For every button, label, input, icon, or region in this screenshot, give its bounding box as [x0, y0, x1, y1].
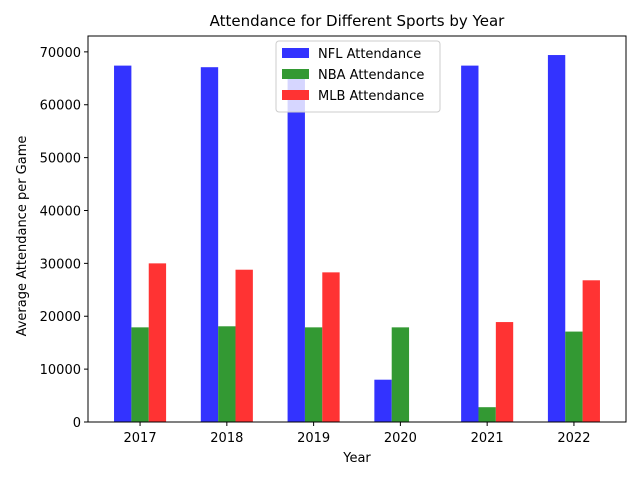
bar-nba-attendance-2018 — [218, 326, 236, 422]
legend-label: NFL Attendance — [318, 47, 421, 62]
y-tick-label: 10000 — [40, 363, 81, 378]
bar-nba-attendance-2019 — [304, 327, 323, 422]
bar-nfl-attendance-2017 — [114, 65, 132, 422]
x-ticks-group: 2017 2018 2019 2020 2021 2022 — [124, 422, 590, 446]
axes-group — [87, 35, 627, 423]
bar-nba-attendance-2021 — [478, 407, 496, 422]
legend-label: MLB Attendance — [318, 89, 424, 104]
x-axis-label: Year — [342, 451, 371, 466]
x-tick-label: 2020 — [384, 431, 417, 446]
plot-frame — [87, 35, 627, 423]
bar-nba-attendance-2017 — [131, 327, 149, 422]
bar-mlb-attendance-2017 — [148, 263, 167, 422]
bar-nfl-attendance-2021 — [461, 65, 479, 422]
bar-mlb-attendance-2019 — [322, 272, 340, 422]
bars-group — [114, 55, 600, 423]
y-tick-label: 70000 — [40, 46, 81, 61]
x-tick-label: 2022 — [557, 431, 590, 446]
bar-nba-attendance-2022 — [565, 331, 583, 422]
y-tick-label: 50000 — [40, 152, 81, 167]
y-tick-label: 30000 — [40, 257, 81, 272]
x-tick-label: 2017 — [124, 431, 157, 446]
legend-box — [275, 40, 441, 113]
y-tick-label: 40000 — [40, 204, 81, 219]
chart-title: Attendance for Different Sports by Year — [210, 12, 505, 30]
x-tick-label: 2018 — [210, 431, 243, 446]
bar-nfl-attendance-2022 — [547, 55, 566, 423]
bar-mlb-attendance-2021 — [495, 322, 514, 422]
x-tick-label: 2021 — [471, 431, 504, 446]
bar-mlb-attendance-2022 — [582, 280, 600, 422]
bar-nba-attendance-2020 — [391, 327, 410, 422]
legend-swatch — [282, 69, 309, 79]
x-tick-label: 2019 — [297, 431, 330, 446]
y-ticks-group: 0 10000 20000 30000 40000 50000 60000 70000 — [40, 46, 88, 431]
legend: NFL Attendance NBA Attendance MLB Attendan… — [275, 40, 441, 113]
y-tick-label: 0 — [73, 416, 81, 431]
legend-label: NBA Attendance — [318, 68, 424, 83]
legend-swatch — [282, 48, 309, 58]
y-tick-label: 20000 — [40, 310, 81, 325]
y-tick-label: 60000 — [40, 99, 81, 114]
bar-nfl-attendance-2018 — [200, 67, 219, 422]
legend-swatch — [282, 90, 309, 100]
y-axis-label: Average Attendance per Game — [15, 136, 30, 337]
bar-nfl-attendance-2019 — [287, 69, 305, 423]
bar-mlb-attendance-2018 — [235, 269, 253, 422]
bar-nfl-attendance-2020 — [374, 379, 392, 422]
